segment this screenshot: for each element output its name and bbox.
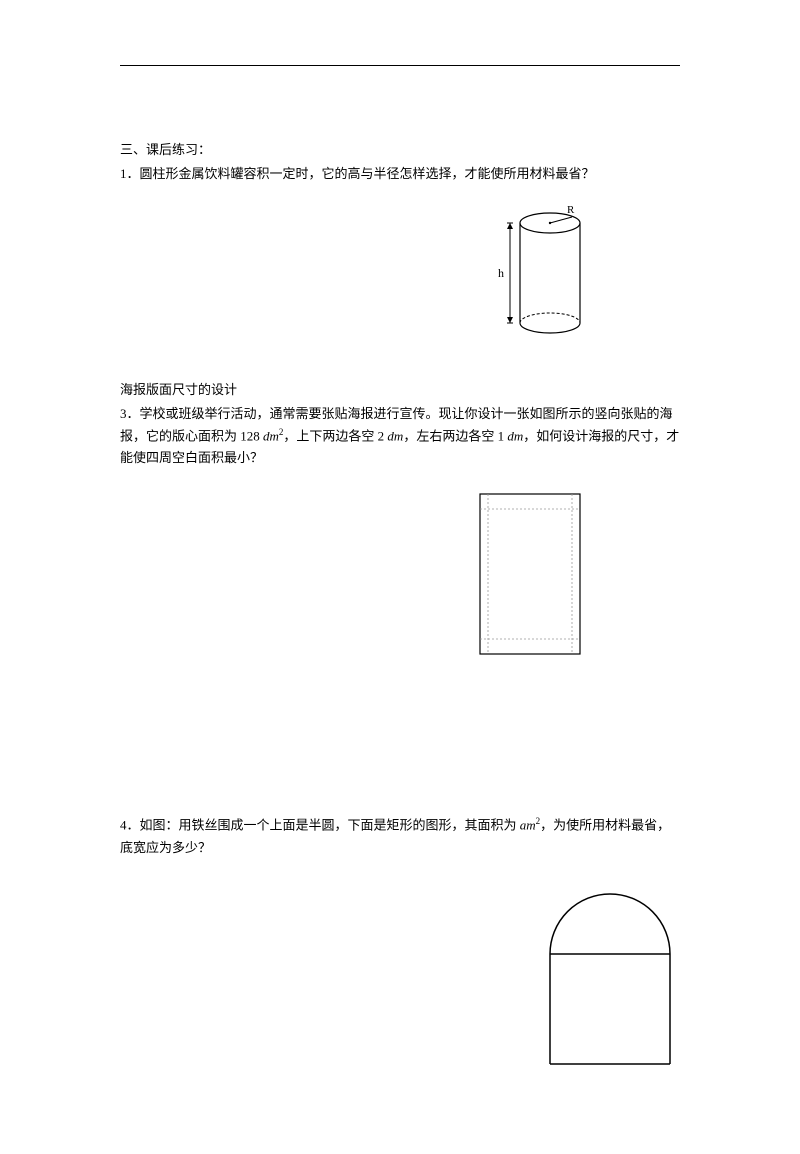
problem-3-unit-2: dm (387, 428, 403, 443)
poster-figure (120, 489, 680, 664)
section-header: 三、课后练习： (120, 140, 680, 161)
problem-3-text-2: ，上下两边各空 2 (283, 428, 384, 443)
arch-figure (120, 889, 680, 1074)
problem-4-unit-1: am (520, 818, 536, 833)
cylinder-label-h: h (498, 266, 504, 280)
problem-1-number: 1． (120, 166, 140, 181)
problem-1-text: 圆柱形金属饮料罐容积一定时，它的高与半径怎样选择，才能使所用材料最省？ (140, 166, 595, 181)
cylinder-figure: R h (120, 205, 680, 350)
problem-4-text-1: 如图：用铁丝围成一个上面是半圆，下面是矩形的图形，其面积为 (140, 818, 517, 833)
problem-3-number: 3． (120, 406, 140, 421)
page-top-border (120, 65, 680, 66)
problem-3-unit-1: dm (263, 428, 279, 443)
problem-1: 1．圆柱形金属饮料罐容积一定时，它的高与半径怎样选择，才能使所用材料最省？ (120, 163, 680, 185)
problem-3-text-3: ，左右两边各空 1 (403, 428, 504, 443)
cylinder-label-r: R (567, 205, 575, 216)
problem-3-unit-3: dm (507, 428, 523, 443)
problem-4-number: 4． (120, 818, 140, 833)
problem-4: 4．如图：用铁丝围成一个上面是半圆，下面是矩形的图形，其面积为 am2，为使所用… (120, 814, 680, 859)
problem-3: 3．学校或班级举行活动，通常需要张贴海报进行宣传。现让你设计一张如图所示的竖向张… (120, 403, 680, 470)
problem-3-header: 海报版面尺寸的设计 (120, 380, 680, 401)
